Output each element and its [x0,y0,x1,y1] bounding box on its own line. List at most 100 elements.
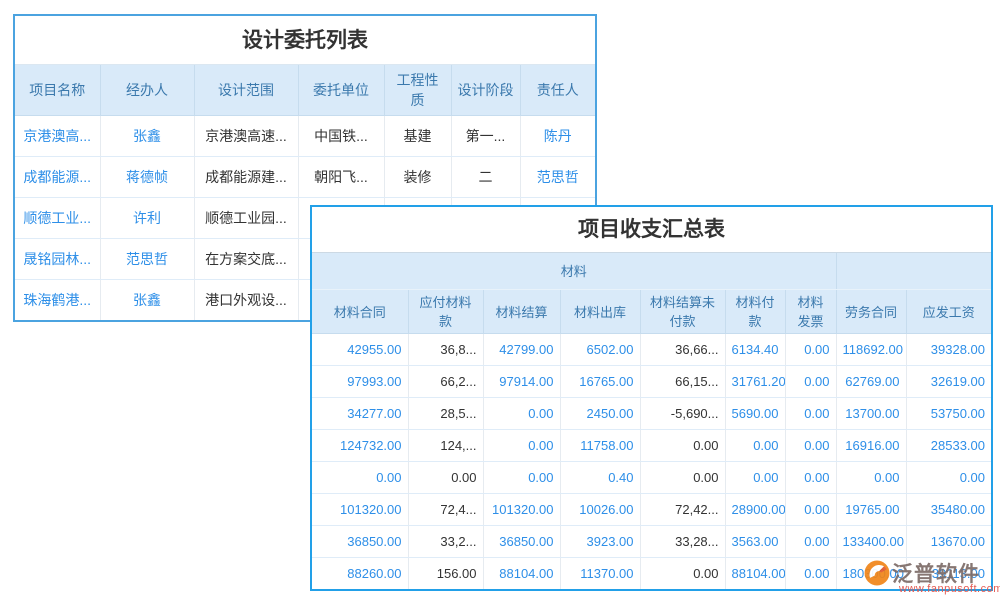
table-cell[interactable]: 0.00 [836,461,907,494]
table-cell[interactable]: 124732.00 [312,429,409,462]
table-cell[interactable]: 16765.00 [560,365,641,398]
table-cell[interactable]: 28533.00 [906,429,992,462]
table-cell[interactable]: 0.00 [785,333,837,366]
table-cell: 0.00 [640,557,726,589]
table-cell[interactable]: 成都能源... [15,156,101,198]
table-row: 34277.00 28,5... 0.00 2450.00 -5,690... 5690.… [312,397,992,430]
table-cell[interactable]: 13700.00 [836,397,907,430]
table-cell[interactable]: 0.00 [312,461,409,494]
summary-table-body: 42955.00 36,8... 42799.00 6502.00 36,66... 61… [312,333,992,589]
table-cell[interactable]: 张鑫 [100,279,195,320]
table-cell[interactable]: 88104.00 [725,557,786,589]
table-cell[interactable]: 35480.00 [906,493,992,526]
table-cell[interactable]: 36850.00 [483,525,561,558]
table-row: 124732.00 124,... 0.00 11758.00 0.00 0.00 0.00… [312,429,992,462]
table-cell[interactable]: 0.00 [483,461,561,494]
table-cell[interactable]: 0.00 [483,429,561,462]
table-cell[interactable]: 13670.00 [906,525,992,558]
table-cell[interactable]: 10026.00 [560,493,641,526]
summary-table-header: 材料 材料合同 应付材料款 材料结算 材料出库 材料结算未付款 材料付款 材料发票 劳务合同 应发… [312,253,992,334]
table-cell[interactable]: 0.00 [785,429,837,462]
table-cell[interactable]: 3923.00 [560,525,641,558]
table-cell[interactable]: 118692.00 [836,333,907,366]
table-cell: 0.00 [640,429,726,462]
table-cell[interactable]: 晟铭园林... [15,238,101,280]
table-cell[interactable]: 陈丹 [520,115,595,157]
table-cell[interactable]: 6502.00 [560,333,641,366]
table-cell[interactable]: 范思哲 [520,156,595,198]
table-cell[interactable]: 88104.00 [483,557,561,589]
table-cell[interactable]: 31761.20 [725,365,786,398]
table-cell[interactable]: 97914.00 [483,365,561,398]
table-cell[interactable]: 62769.00 [836,365,907,398]
table-cell[interactable]: 5690.00 [725,397,786,430]
table-cell: 京港澳高速... [194,115,299,157]
group-header-row: 材料 [312,253,992,290]
table-cell[interactable]: 36850.00 [312,525,409,558]
table-cell[interactable]: 42799.00 [483,333,561,366]
table-cell[interactable]: 0.00 [785,493,837,526]
column-header: 应付材料款 [407,289,484,334]
table-cell[interactable]: 19765.00 [836,493,907,526]
table-cell[interactable]: 0.40 [560,461,641,494]
table-cell[interactable]: 11370.00 [560,557,641,589]
group-header [835,253,992,290]
table-cell[interactable]: 101320.00 [483,493,561,526]
table-cell[interactable]: 39328.00 [906,333,992,366]
table-cell[interactable]: 京港澳高... [15,115,101,157]
column-header: 材料付款 [724,289,786,334]
table-cell[interactable]: 张鑫 [100,115,195,157]
table-cell[interactable]: 0.00 [785,525,837,558]
table-cell[interactable]: 2450.00 [560,397,641,430]
design-table-title: 设计委托列表 [15,16,595,65]
table-cell: 124,... [408,429,484,462]
table-cell[interactable]: 16916.00 [836,429,907,462]
table-row: 97993.00 66,2... 97914.00 16765.00 66,15... 3… [312,365,992,398]
table-cell[interactable]: 6134.40 [725,333,786,366]
table-cell[interactable]: 0.00 [906,461,992,494]
table-cell[interactable]: 顺德工业... [15,197,101,239]
column-header-row: 材料合同 应付材料款 材料结算 材料出库 材料结算未付款 材料付款 材料发票 劳务合同 应发工资 [312,289,992,334]
column-header: 材料合同 [312,289,409,334]
table-cell: 0.00 [640,461,726,494]
column-header: 工程性质 [383,65,452,116]
table-cell[interactable]: 许利 [100,197,195,239]
table-cell[interactable]: 3563.00 [725,525,786,558]
column-header: 项目名称 [15,65,101,116]
column-header: 劳务合同 [835,289,907,334]
table-cell[interactable]: 0.00 [483,397,561,430]
table-cell[interactable]: 53750.00 [906,397,992,430]
table-cell[interactable]: 28900.00 [725,493,786,526]
table-cell[interactable]: 珠海鹤港... [15,279,101,320]
table-cell[interactable]: 32619.00 [906,365,992,398]
column-header: 委托单位 [297,65,385,116]
table-cell[interactable]: 0.00 [785,365,837,398]
column-header: 材料出库 [559,289,641,334]
table-cell[interactable]: 180300.00 [836,557,907,589]
table-cell[interactable]: 蒋德帧 [100,156,195,198]
table-cell: 66,2... [408,365,484,398]
column-header: 材料结算 [482,289,561,334]
table-cell[interactable]: 0.00 [785,557,837,589]
table-cell[interactable]: 42955.00 [312,333,409,366]
table-cell[interactable]: 88260.00 [312,557,409,589]
table-cell: 36,8... [408,333,484,366]
table-row: 京港澳高... 张鑫 京港澳高速... 中国铁... 基建 第一... 陈丹 [15,115,595,157]
table-cell[interactable]: 范思哲 [100,238,195,280]
table-cell[interactable]: 0.00 [785,397,837,430]
table-cell[interactable]: 0.00 [785,461,837,494]
table-cell[interactable]: 133400.00 [836,525,907,558]
table-cell: 中国铁... [298,115,385,157]
table-cell[interactable]: 0.00 [725,429,786,462]
table-cell: -5,690... [640,397,726,430]
summary-table: 材料 材料合同 应付材料款 材料结算 材料出库 材料结算未付款 材料付款 材料发票 劳务合同 应发… [312,253,992,589]
table-row: 36850.00 33,2... 36850.00 3923.00 33,28... 35… [312,525,992,558]
table-cell[interactable]: 34277.00 [312,397,409,430]
table-row: 0.00 0.00 0.00 0.40 0.00 0.00 0.00 0.00 0.00 [312,461,992,494]
table-cell[interactable]: 39113.00 [906,557,992,589]
table-cell[interactable]: 11758.00 [560,429,641,462]
table-cell[interactable]: 0.00 [725,461,786,494]
table-cell[interactable]: 97993.00 [312,365,409,398]
column-header: 材料结算未付款 [639,289,726,334]
table-cell[interactable]: 101320.00 [312,493,409,526]
